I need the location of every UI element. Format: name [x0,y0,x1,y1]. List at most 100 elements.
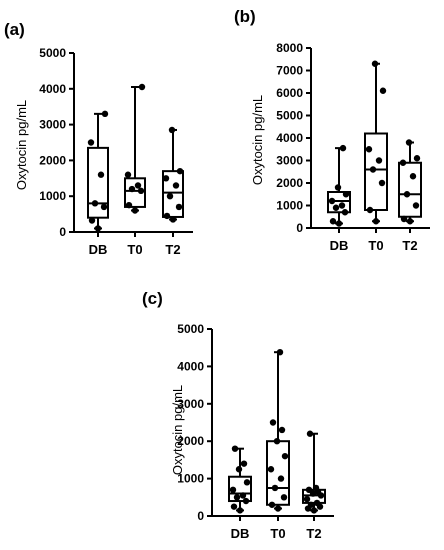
data-point [335,220,343,227]
category-label: DB [330,238,349,253]
y-tick-label: 2000 [39,153,66,167]
y-tick-label: 6000 [276,86,303,100]
data-point [409,173,417,180]
data-point [378,179,386,187]
data-point [239,492,247,499]
data-point [365,146,373,153]
panel-c: (c) Oxytocin pg/mL 0 1000 2000 3000 4000 5000… [142,289,334,541]
y-tick-label: 4000 [39,82,66,96]
panel-b-ylabel: Oxytocin pg/mL [250,95,265,185]
data-point [412,202,420,209]
y-tick-label: 3000 [177,397,204,411]
data-point [375,157,383,164]
data-point [128,185,136,193]
data-point [230,503,238,510]
y-tick-label: 0 [59,225,66,239]
data-point [97,171,105,178]
category-label: T2 [306,526,321,541]
data-point [413,155,421,162]
data-point [271,484,279,492]
data-point [334,184,342,191]
panel-c-plot: 0 1000 2000 3000 4000 5000 DB T0 T2 [177,322,334,541]
data-point [313,499,321,507]
panel-c-label: (c) [142,289,163,308]
data-point [405,139,413,146]
data-point [274,505,282,512]
y-tick-label: 4000 [177,359,204,373]
data-point [281,452,289,460]
data-point [87,139,95,146]
y-tick-label: 5000 [276,109,303,123]
panel-a-ylabel: Oxytocin pg/mL [14,100,29,190]
data-point [307,501,315,508]
data-point [172,182,180,189]
data-point [175,203,183,211]
data-point [342,191,350,198]
panel-a-plot: 0 1000 2000 3000 4000 5000 DB T0 T2 [39,46,193,257]
data-point [332,204,340,211]
box-iqr [228,475,252,503]
data-point [236,507,244,514]
data-point [278,426,286,434]
data-point [137,187,145,195]
y-tick-label: 1000 [39,189,66,203]
panel-b: (b) Oxytocin pg/mL 0 1000 2000 3000 4000 5000… [234,7,430,253]
box-iqr [87,146,109,219]
y-tick-label: 4000 [276,131,303,145]
data-point [166,193,174,200]
data-point [231,445,239,452]
data-point [338,202,346,209]
data-point [233,494,241,501]
y-tick-label: 7000 [276,64,303,78]
data-point [124,171,132,178]
data-point [269,419,277,426]
data-point [125,201,133,209]
data-point [91,200,99,207]
panel-b-label: (b) [234,7,256,26]
y-tick-label: 3000 [276,154,303,168]
panel-b-plot: 0 1000 2000 3000 4000 5000 6000 7000 8000 DB T0 T2 [276,41,430,253]
box-iqr [327,191,351,214]
data-point [399,159,407,166]
category-label: T0 [127,242,142,257]
data-point [169,216,177,223]
data-point [240,460,248,467]
data-point [312,484,320,492]
y-tick-label: 2000 [177,434,204,448]
data-point [366,206,374,214]
data-point [403,191,411,198]
data-point [88,217,96,224]
data-point [267,466,275,473]
data-point [138,83,146,91]
data-point [94,225,102,232]
data-point [400,215,408,223]
data-point [306,430,314,437]
data-point [243,479,251,486]
box-iqr [364,132,388,211]
y-tick-label: 8000 [276,41,303,55]
data-point [101,110,109,118]
data-point [305,486,313,494]
panel-a: (a) Oxytocin pg/mL 0 1000 2000 3000 4000 5000… [4,20,193,257]
data-point [229,486,237,494]
panel-c-ylabel: Oxytocin pg/mL [170,385,185,475]
category-label: T0 [270,526,285,541]
data-point [303,495,311,503]
data-point [339,144,347,152]
y-tick-label: 2000 [276,176,303,190]
y-tick-label: 3000 [39,118,66,132]
box-iqr [398,161,422,218]
data-point [379,87,387,94]
data-point [406,218,414,225]
data-point [134,182,142,189]
data-point [309,490,317,497]
data-point [100,203,108,211]
data-point [369,166,377,173]
y-tick-label: 0 [197,509,204,523]
y-tick-label: 1000 [177,472,204,486]
data-point [131,207,139,214]
data-point [310,507,318,514]
data-point [163,212,171,220]
data-point [329,218,337,225]
